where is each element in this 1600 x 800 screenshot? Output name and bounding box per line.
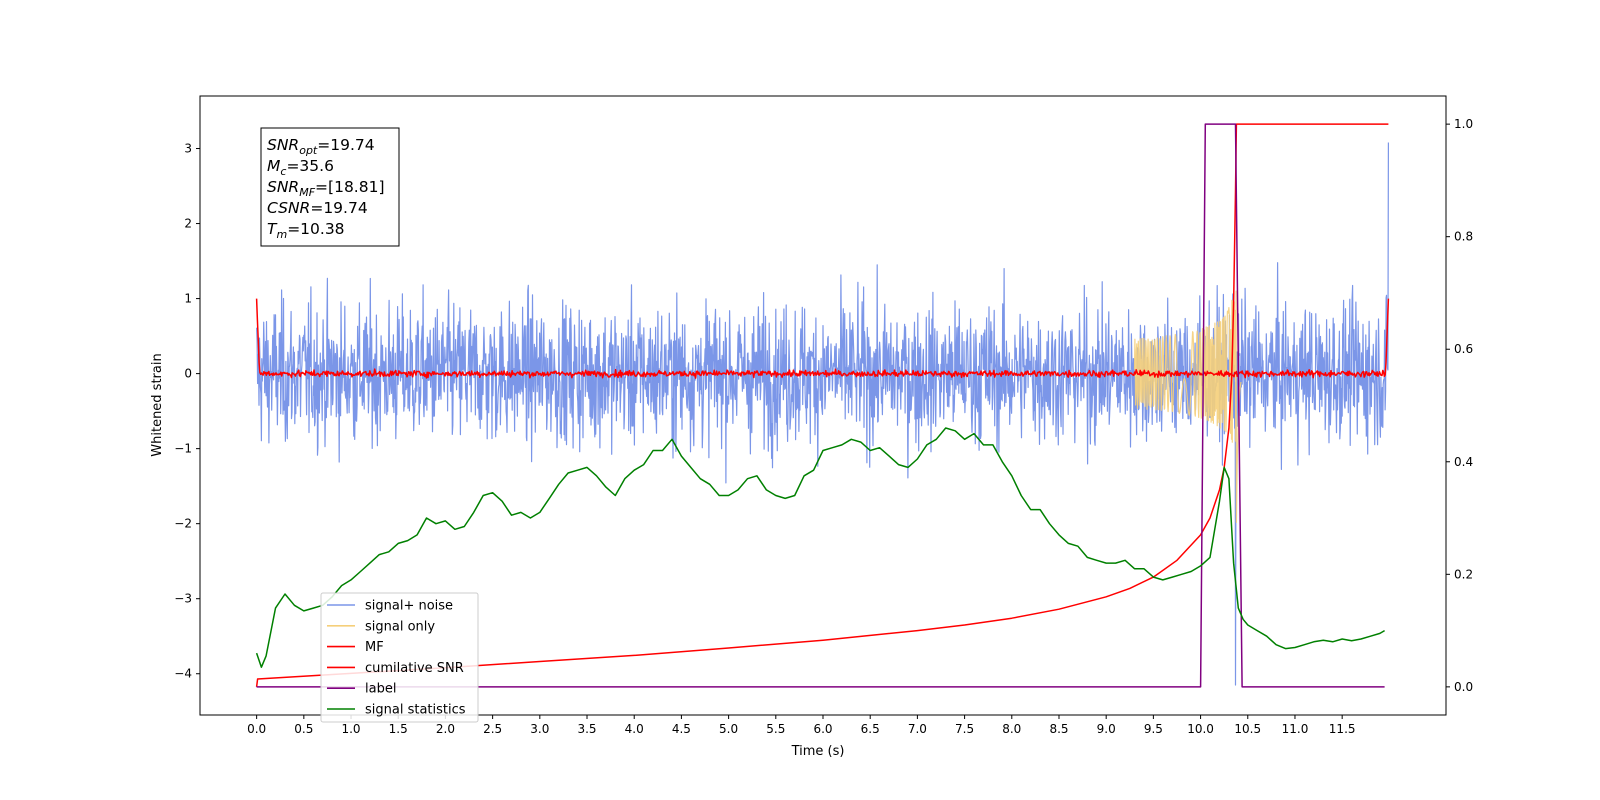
x-tick-label: 1.0	[341, 722, 360, 736]
annotation-line: SNRMF=[18.81]	[267, 178, 385, 199]
x-tick-label: 4.0	[625, 722, 644, 736]
legend-entry: MF	[327, 640, 384, 655]
x-tick-label: 6.0	[813, 722, 832, 736]
y-tick-label-left: 3	[184, 142, 192, 156]
legend-entry: signal statistics	[327, 703, 466, 718]
legend-label: cumilative SNR	[365, 661, 464, 676]
legend-label: signal statistics	[365, 703, 466, 718]
y-axis-label: Whitened strain	[150, 353, 165, 456]
y-tick-label-left: 1	[184, 292, 192, 306]
x-tick-label: 9.0	[1097, 722, 1116, 736]
x-tick-label: 5.0	[719, 722, 738, 736]
series-signal-statistics	[255, 427, 1385, 668]
legend-frame	[320, 592, 479, 723]
x-tick-label: 10.0	[1187, 722, 1214, 736]
annotation-box: SNRopt=19.74Mc=35.6SNRMF=[18.81]CSNR=19.…	[260, 127, 400, 247]
annotation-line: Mc=35.6	[267, 157, 334, 178]
plot-area	[255, 123, 1390, 688]
series-mf	[255, 298, 1390, 379]
x-tick-label: 4.5	[672, 722, 691, 736]
x-tick-label: 0.0	[247, 722, 266, 736]
x-axis-label: Time (s)	[791, 744, 845, 759]
x-tick-label: 11.5	[1329, 722, 1356, 736]
legend-entry: signal+ noise	[327, 599, 453, 614]
y-tick-label-left: −1	[174, 442, 192, 456]
y-axis-left: 3 2 1 0 −1 −2 −3 −4	[174, 142, 200, 681]
legend-entry: signal only	[327, 619, 435, 634]
y-tick-label-left: −4	[174, 667, 192, 681]
x-tick-label: 1.5	[389, 722, 408, 736]
x-tick-label: 6.5	[861, 722, 880, 736]
legend-label: label	[365, 682, 396, 697]
y-tick-label-left: −3	[174, 592, 192, 606]
series-signal-noise	[256, 142, 1389, 686]
x-tick-label: 2.5	[483, 722, 502, 736]
x-tick-label: 2.0	[436, 722, 455, 736]
y-tick-label-right: 0.4	[1454, 455, 1473, 469]
annotation-frame	[260, 127, 400, 247]
y-tick-label-right: 0.8	[1454, 230, 1473, 244]
y-tick-label-left: −2	[174, 517, 192, 531]
x-tick-label: 8.0	[1002, 722, 1021, 736]
y-tick-label-right: 1.0	[1454, 117, 1473, 131]
annotation-line: SNRopt=19.74	[267, 136, 375, 157]
series-label	[256, 123, 1385, 688]
legend: signal+ noise signal only MF cumilative SNR…	[320, 592, 479, 723]
series-signal-only	[1133, 290, 1242, 523]
legend-entry: cumilative SNR	[327, 661, 464, 676]
y-tick-label-right: 0.0	[1454, 680, 1473, 694]
y-tick-label-left: 2	[184, 217, 192, 231]
series-cumilative-snr	[255, 123, 1389, 687]
x-axis: 0.0 0.5 1.0 1.5 2.0 2.5 3.0 3.5 4.0 4.5 5.0 5.5 6.0 6…	[247, 715, 1356, 736]
x-tick-label: 5.5	[766, 722, 785, 736]
legend-label: MF	[365, 640, 384, 655]
annotation-line: Tm=10.38	[267, 220, 345, 241]
x-tick-label: 9.5	[1144, 722, 1163, 736]
x-tick-label: 3.0	[530, 722, 549, 736]
x-tick-label: 7.0	[908, 722, 927, 736]
x-tick-label: 11.0	[1282, 722, 1309, 736]
x-tick-label: 8.5	[1049, 722, 1068, 736]
x-tick-label: 3.5	[577, 722, 596, 736]
legend-label: signal+ noise	[365, 599, 453, 614]
annotation-line: CSNR=19.74	[267, 199, 368, 217]
y-tick-label-right: 0.6	[1454, 342, 1473, 356]
x-tick-label: 0.5	[294, 722, 313, 736]
y-tick-label-right: 0.2	[1454, 567, 1473, 581]
x-tick-label: 10.5	[1234, 722, 1261, 736]
y-tick-label-left: 0	[184, 367, 192, 381]
legend-label: signal only	[365, 619, 435, 634]
legend-entry: label	[327, 682, 396, 697]
y-axis-right: 1.0 0.8 0.6 0.4 0.2 0.0	[1446, 117, 1473, 694]
x-tick-label: 7.5	[955, 722, 974, 736]
